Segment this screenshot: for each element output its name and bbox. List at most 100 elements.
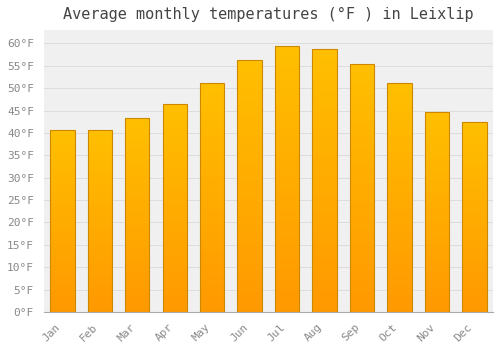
Bar — [424, 208, 449, 212]
Bar — [50, 196, 74, 199]
Bar — [275, 136, 299, 141]
Bar — [88, 221, 112, 225]
Bar — [88, 229, 112, 232]
Bar — [162, 171, 187, 175]
Bar — [424, 296, 449, 300]
Bar — [125, 300, 150, 304]
Bar — [200, 216, 224, 220]
Bar — [200, 294, 224, 298]
Bar — [50, 221, 74, 225]
Bar — [162, 113, 187, 117]
Bar — [200, 271, 224, 275]
Bar — [88, 301, 112, 305]
Bar — [88, 217, 112, 221]
Bar — [388, 220, 411, 225]
Bar — [50, 145, 74, 148]
Bar — [125, 176, 150, 180]
Bar — [238, 181, 262, 186]
Bar — [350, 213, 374, 218]
Bar — [462, 229, 486, 232]
Bar — [388, 166, 411, 170]
Bar — [275, 141, 299, 147]
Bar — [424, 224, 449, 228]
Bar — [350, 139, 374, 143]
Bar — [238, 100, 262, 105]
Bar — [162, 262, 187, 266]
Bar — [238, 75, 262, 80]
Bar — [88, 177, 112, 181]
Bar — [275, 51, 299, 56]
Bar — [162, 138, 187, 142]
Bar — [424, 112, 449, 117]
Bar — [238, 287, 262, 292]
Bar — [200, 225, 224, 230]
Bar — [88, 232, 112, 236]
Bar — [88, 174, 112, 177]
Bar — [462, 266, 486, 270]
Bar — [462, 206, 486, 210]
Bar — [350, 302, 374, 307]
Bar — [312, 60, 336, 65]
Bar — [200, 202, 224, 207]
Bar — [350, 94, 374, 99]
Bar — [462, 297, 486, 301]
Bar — [200, 285, 224, 289]
Bar — [200, 234, 224, 239]
Bar — [88, 130, 112, 134]
Bar — [50, 206, 74, 210]
Bar — [275, 46, 299, 312]
Bar — [350, 198, 374, 203]
Bar — [162, 104, 187, 312]
Bar — [275, 270, 299, 275]
Bar — [350, 64, 374, 312]
Bar — [162, 300, 187, 304]
Bar — [238, 146, 262, 151]
Bar — [238, 131, 262, 135]
Bar — [88, 167, 112, 170]
Bar — [200, 161, 224, 166]
Bar — [388, 198, 411, 202]
Bar — [462, 168, 486, 172]
Bar — [88, 159, 112, 163]
Bar — [125, 184, 150, 188]
Bar — [238, 151, 262, 156]
Bar — [462, 153, 486, 156]
Bar — [200, 193, 224, 198]
Bar — [424, 200, 449, 204]
Bar — [200, 207, 224, 211]
Bar — [275, 94, 299, 99]
Bar — [350, 193, 374, 198]
Bar — [462, 145, 486, 149]
Bar — [238, 95, 262, 100]
Bar — [50, 261, 74, 265]
Bar — [162, 279, 187, 283]
Bar — [50, 138, 74, 141]
Bar — [388, 92, 411, 97]
Bar — [162, 204, 187, 208]
Bar — [162, 200, 187, 204]
Bar — [200, 83, 224, 88]
Bar — [200, 289, 224, 294]
Bar — [424, 244, 449, 248]
Bar — [388, 289, 411, 294]
Bar — [162, 250, 187, 254]
Bar — [312, 54, 336, 60]
Bar — [125, 285, 150, 289]
Bar — [424, 232, 449, 236]
Bar — [88, 181, 112, 185]
Bar — [88, 156, 112, 159]
Bar — [238, 257, 262, 261]
Bar — [388, 248, 411, 252]
Bar — [238, 60, 262, 312]
Bar — [200, 147, 224, 152]
Bar — [50, 170, 74, 174]
Bar — [462, 122, 486, 126]
Bar — [312, 154, 336, 159]
Bar — [162, 266, 187, 271]
Bar — [462, 251, 486, 255]
Bar — [238, 186, 262, 191]
Bar — [88, 188, 112, 192]
Bar — [200, 115, 224, 120]
Bar — [200, 134, 224, 138]
Bar — [50, 283, 74, 287]
